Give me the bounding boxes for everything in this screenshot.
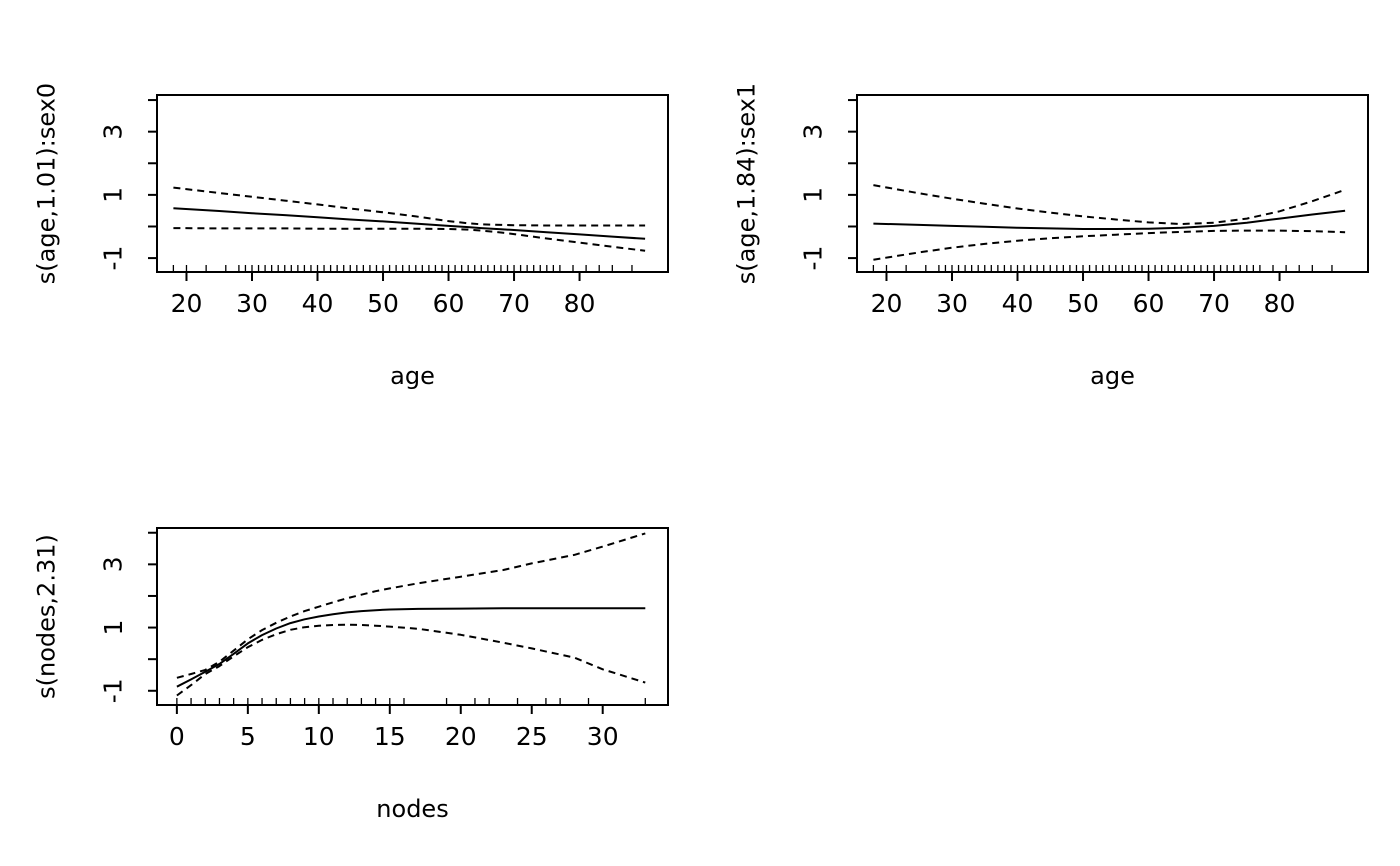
y-tick-label: 1 bbox=[99, 187, 128, 203]
y-tick-label: -1 bbox=[99, 246, 128, 271]
upper-ci-line bbox=[173, 186, 646, 227]
x-tick-label: 80 bbox=[564, 289, 596, 318]
y-axis-title: s(age,1.84):sex1 bbox=[732, 83, 760, 284]
x-axis-title: age bbox=[390, 362, 435, 390]
fit-line bbox=[176, 607, 646, 688]
x-tick-label: 20 bbox=[871, 289, 903, 318]
fit-line bbox=[873, 209, 1346, 230]
y-tick-label: 1 bbox=[99, 620, 128, 636]
x-tick-label: 10 bbox=[303, 722, 335, 751]
lower-ci-line bbox=[173, 227, 646, 252]
x-tick-label: 80 bbox=[1264, 289, 1296, 318]
y-tick-label: -1 bbox=[799, 246, 828, 271]
upper-ci-line bbox=[176, 532, 646, 679]
y-axis-title: s(nodes,2.31) bbox=[32, 534, 60, 699]
x-tick-label: 40 bbox=[1002, 289, 1034, 318]
plot-border bbox=[856, 94, 1369, 273]
x-tick-label: 30 bbox=[936, 289, 968, 318]
x-tick-label: 20 bbox=[445, 722, 477, 751]
y-tick-label: 1 bbox=[799, 187, 828, 203]
x-tick-label: 30 bbox=[236, 289, 268, 318]
x-axis-title: nodes bbox=[376, 795, 448, 823]
x-tick-label: 15 bbox=[374, 722, 406, 751]
y-tick-label: 3 bbox=[99, 556, 128, 572]
x-tick-label: 5 bbox=[240, 722, 256, 751]
x-tick-label: 0 bbox=[169, 722, 185, 751]
x-tick-label: 60 bbox=[433, 289, 465, 318]
y-tick-label: -1 bbox=[99, 678, 128, 703]
x-tick-label: 40 bbox=[302, 289, 334, 318]
x-tick-label: 30 bbox=[587, 722, 619, 751]
x-tick-label: 50 bbox=[1067, 289, 1099, 318]
gam-panel: 20 30 40 50 60 70 80 -1 1 3 age s(age,1.01):sex0 bbox=[32, 83, 669, 390]
gam-panel: 0 5 10 15 20 25 30 -1 1 3 nodes s(nodes,2.31) bbox=[32, 527, 669, 823]
lower-ci-line bbox=[873, 229, 1346, 261]
x-tick-label: 70 bbox=[498, 289, 530, 318]
gam-panel: 20 30 40 50 60 70 80 -1 1 3 age s(age,1.84):sex1 bbox=[732, 83, 1369, 390]
x-tick-label: 50 bbox=[367, 289, 399, 318]
y-axis-title: s(age,1.01):sex0 bbox=[32, 83, 60, 284]
y-tick-label: 3 bbox=[799, 124, 828, 140]
lower-ci-line bbox=[176, 623, 646, 697]
plot-border bbox=[156, 94, 669, 273]
x-tick-label: 60 bbox=[1133, 289, 1165, 318]
plot-border bbox=[156, 527, 669, 706]
x-tick-label: 25 bbox=[516, 722, 548, 751]
upper-ci-line bbox=[873, 184, 1346, 225]
x-tick-label: 70 bbox=[1198, 289, 1230, 318]
x-axis-title: age bbox=[1090, 362, 1135, 390]
y-tick-label: 3 bbox=[99, 124, 128, 140]
x-tick-label: 20 bbox=[171, 289, 203, 318]
fit-line bbox=[173, 207, 646, 240]
